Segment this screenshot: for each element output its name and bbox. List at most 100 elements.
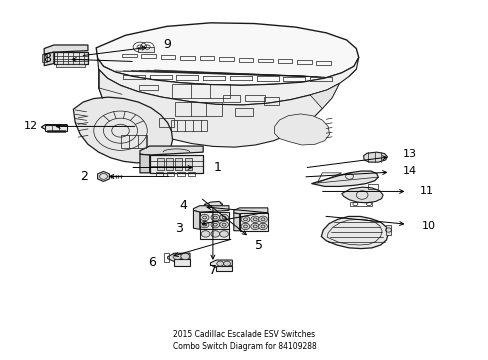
Polygon shape [44,45,88,54]
Bar [316,61,330,64]
Bar [41,54,46,62]
Polygon shape [41,125,67,129]
Bar [175,158,182,170]
Bar [200,212,228,229]
Polygon shape [193,206,228,212]
Bar [164,253,169,262]
Bar [138,85,158,90]
Text: 6: 6 [148,256,156,269]
Text: 5: 5 [255,239,263,252]
Polygon shape [98,58,358,105]
Bar [46,130,65,132]
Circle shape [258,223,267,230]
Circle shape [200,214,208,221]
Polygon shape [321,216,387,249]
Circle shape [219,214,228,221]
Bar [350,202,372,206]
Bar [54,52,88,64]
Text: 3: 3 [175,222,183,235]
Polygon shape [73,97,172,163]
Bar [120,135,147,148]
Circle shape [258,216,267,222]
Polygon shape [341,187,382,203]
Polygon shape [140,154,149,173]
Bar [238,58,253,62]
Bar [245,95,264,102]
Bar [165,158,172,170]
Polygon shape [233,213,239,231]
Text: 11: 11 [419,186,433,197]
Circle shape [250,216,259,222]
Circle shape [181,253,189,260]
Bar [149,155,203,173]
Polygon shape [44,52,54,66]
Polygon shape [99,69,339,147]
Bar [157,158,163,170]
Polygon shape [210,260,232,267]
Polygon shape [167,253,190,261]
Bar [185,158,192,170]
Circle shape [210,221,219,228]
Circle shape [250,223,259,230]
Bar [222,95,239,102]
Polygon shape [311,171,377,186]
Circle shape [219,221,228,228]
Polygon shape [96,23,358,85]
Bar [200,229,228,239]
Polygon shape [274,114,329,145]
Text: 13: 13 [402,149,416,159]
Bar [174,259,190,266]
Bar [56,64,85,67]
Bar [159,118,174,127]
Circle shape [201,231,209,237]
Bar [216,266,232,271]
Polygon shape [233,208,267,214]
Text: 10: 10 [422,221,435,231]
Bar [138,47,154,52]
Bar [156,172,163,176]
Bar [264,97,278,105]
Text: 12: 12 [23,121,38,131]
Text: 1: 1 [213,161,221,174]
Bar [234,108,253,116]
Bar [258,59,272,63]
Circle shape [241,223,249,230]
Circle shape [210,214,219,221]
Bar [175,102,221,116]
Circle shape [223,261,230,266]
Text: 9: 9 [163,39,170,51]
Polygon shape [309,84,339,109]
Bar [239,213,267,231]
Text: 2: 2 [80,170,88,183]
Bar [170,120,206,131]
Text: 14: 14 [402,166,416,176]
Bar [219,57,233,61]
Text: 2015 Cadillac Escalade ESV Switches
Combo Switch Diagram for 84109288: 2015 Cadillac Escalade ESV Switches Comb… [172,330,316,351]
Bar [161,55,175,59]
Bar [188,172,195,176]
Text: 8: 8 [43,52,51,65]
Circle shape [219,231,228,237]
Bar [200,57,214,60]
Bar [122,54,136,58]
Bar [296,60,311,64]
Circle shape [241,216,249,222]
Bar [277,59,291,63]
Bar [180,56,195,60]
Polygon shape [363,152,386,162]
Polygon shape [193,210,200,229]
Bar [368,184,377,189]
Bar [171,84,229,98]
Bar [45,125,67,131]
Bar [177,172,184,176]
Circle shape [210,231,219,237]
Bar [141,54,156,58]
Circle shape [216,261,223,266]
Circle shape [173,253,182,260]
Polygon shape [98,171,109,181]
Bar [166,172,174,176]
Text: 7: 7 [208,264,217,276]
Polygon shape [203,202,222,209]
Polygon shape [140,146,203,155]
Text: 4: 4 [180,198,187,212]
